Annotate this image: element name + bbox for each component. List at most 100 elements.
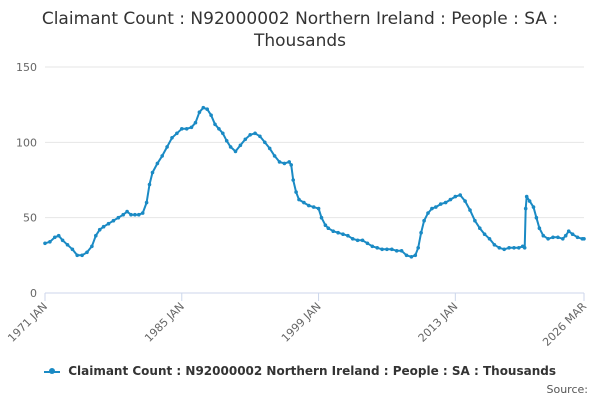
- data-point[interactable]: [129, 212, 133, 217]
- data-point[interactable]: [267, 146, 272, 151]
- data-point[interactable]: [527, 199, 532, 203]
- data-point[interactable]: [453, 194, 458, 199]
- data-point[interactable]: [144, 200, 149, 205]
- data-point[interactable]: [97, 227, 102, 232]
- data-point[interactable]: [468, 208, 472, 212]
- data-point[interactable]: [224, 139, 229, 143]
- data-point[interactable]: [448, 197, 453, 202]
- data-point[interactable]: [360, 238, 365, 243]
- data-point[interactable]: [438, 202, 443, 206]
- data-point[interactable]: [422, 218, 426, 223]
- data-point[interactable]: [385, 247, 389, 252]
- data-point[interactable]: [155, 161, 160, 166]
- data-point[interactable]: [248, 133, 252, 137]
- data-point[interactable]: [507, 246, 511, 250]
- data-point[interactable]: [482, 232, 487, 236]
- data-point[interactable]: [133, 212, 137, 217]
- data-point[interactable]: [147, 182, 152, 187]
- data-point[interactable]: [75, 253, 79, 258]
- data-point[interactable]: [184, 127, 189, 131]
- data-point[interactable]: [512, 246, 516, 250]
- data-point[interactable]: [390, 247, 394, 252]
- legend[interactable]: Claimant Count : N92000002 Northern Irel…: [0, 364, 600, 378]
- data-point[interactable]: [524, 194, 529, 199]
- data-point[interactable]: [380, 247, 384, 252]
- data-point[interactable]: [140, 211, 145, 215]
- data-point[interactable]: [522, 246, 527, 250]
- data-point[interactable]: [523, 206, 528, 211]
- series-line[interactable]: [44, 106, 584, 258]
- data-point[interactable]: [370, 244, 375, 249]
- data-point[interactable]: [311, 205, 316, 209]
- data-point[interactable]: [541, 233, 546, 238]
- data-point[interactable]: [137, 212, 141, 217]
- data-point[interactable]: [341, 232, 345, 236]
- data-point[interactable]: [487, 237, 492, 241]
- data-point[interactable]: [399, 249, 404, 253]
- data-point[interactable]: [346, 233, 350, 238]
- data-point[interactable]: [217, 127, 221, 131]
- data-point[interactable]: [331, 229, 336, 233]
- data-point[interactable]: [238, 143, 243, 148]
- data-point[interactable]: [221, 131, 225, 136]
- data-point[interactable]: [287, 160, 292, 164]
- data-point[interactable]: [65, 243, 70, 247]
- data-point[interactable]: [582, 237, 586, 241]
- data-point[interactable]: [175, 131, 179, 136]
- data-point[interactable]: [243, 137, 248, 142]
- data-point[interactable]: [56, 233, 61, 238]
- data-point[interactable]: [443, 200, 448, 205]
- data-point[interactable]: [319, 215, 324, 220]
- data-point[interactable]: [197, 110, 202, 114]
- data-point[interactable]: [291, 178, 296, 182]
- data-point[interactable]: [416, 246, 421, 250]
- data-point[interactable]: [531, 205, 536, 209]
- data-point[interactable]: [289, 163, 294, 167]
- data-point[interactable]: [272, 154, 277, 158]
- data-point[interactable]: [463, 199, 467, 203]
- data-point[interactable]: [43, 241, 47, 246]
- data-point[interactable]: [430, 206, 434, 211]
- data-point[interactable]: [316, 206, 321, 211]
- data-point[interactable]: [534, 215, 539, 220]
- data-point[interactable]: [80, 253, 84, 258]
- data-point[interactable]: [409, 254, 414, 259]
- data-point[interactable]: [478, 226, 482, 230]
- data-point[interactable]: [517, 246, 521, 250]
- data-point[interactable]: [419, 230, 423, 235]
- data-point[interactable]: [302, 200, 306, 205]
- data-point[interactable]: [180, 127, 184, 131]
- data-point[interactable]: [228, 145, 233, 149]
- data-point[interactable]: [551, 235, 555, 240]
- data-point[interactable]: [160, 154, 164, 158]
- data-point[interactable]: [70, 247, 75, 252]
- data-point[interactable]: [111, 218, 116, 223]
- data-point[interactable]: [277, 160, 282, 164]
- data-point[interactable]: [365, 241, 370, 246]
- data-point[interactable]: [94, 233, 98, 238]
- data-point[interactable]: [60, 238, 65, 243]
- data-point[interactable]: [323, 223, 328, 227]
- data-point[interactable]: [294, 190, 298, 194]
- data-point[interactable]: [404, 253, 409, 258]
- data-point[interactable]: [48, 240, 52, 244]
- data-point[interactable]: [189, 125, 194, 130]
- data-point[interactable]: [85, 250, 89, 255]
- data-point[interactable]: [473, 218, 477, 223]
- data-point[interactable]: [497, 246, 502, 250]
- data-point[interactable]: [570, 232, 575, 236]
- data-point[interactable]: [263, 140, 267, 145]
- data-point[interactable]: [150, 170, 155, 175]
- data-point[interactable]: [116, 215, 121, 220]
- data-point[interactable]: [209, 113, 213, 117]
- data-point[interactable]: [336, 230, 340, 235]
- data-point[interactable]: [575, 235, 580, 240]
- data-point[interactable]: [375, 246, 380, 250]
- data-point[interactable]: [282, 161, 287, 166]
- data-point[interactable]: [106, 221, 111, 226]
- data-point[interactable]: [253, 131, 257, 136]
- data-point[interactable]: [53, 235, 57, 240]
- data-point[interactable]: [326, 226, 331, 230]
- data-point[interactable]: [566, 229, 571, 233]
- data-point[interactable]: [426, 211, 430, 215]
